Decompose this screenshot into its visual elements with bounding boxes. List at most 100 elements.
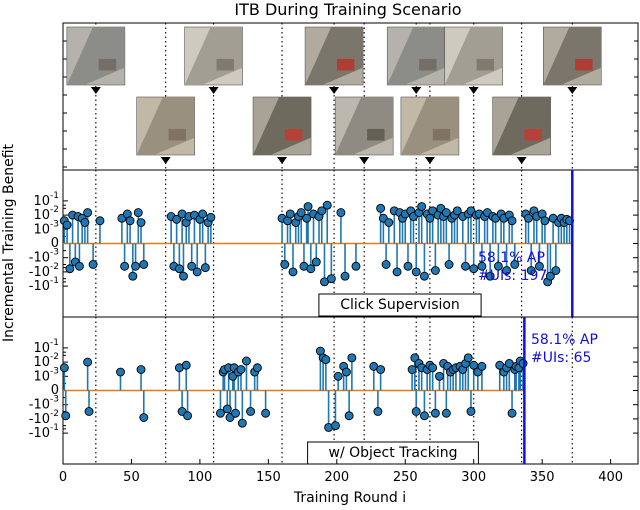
data-point — [452, 206, 462, 216]
thumbnail-pointer — [468, 87, 479, 94]
panel-name-label: Click Supervision — [340, 297, 460, 313]
data-point — [317, 206, 327, 216]
y-tick-label: -10-2 — [29, 261, 59, 279]
x-tick-label: 150 — [256, 470, 281, 485]
data-point — [288, 267, 298, 277]
y-tick-label: -10-3 — [29, 394, 59, 412]
thumbnail-strip — [66, 26, 602, 164]
data-point — [351, 261, 361, 271]
data-point — [131, 261, 141, 271]
photo-object — [524, 128, 542, 141]
data-point — [441, 408, 451, 418]
data-point — [407, 365, 417, 374]
aerial-road-photo — [184, 26, 243, 94]
x-tick-label: 200 — [324, 470, 349, 485]
x-axis: 0 50 100 150 200 250 300 350 400 — [59, 459, 623, 485]
data-point — [526, 266, 536, 275]
data-point — [403, 261, 413, 271]
data-point — [125, 216, 135, 226]
data-point — [88, 260, 98, 269]
data-point — [441, 208, 451, 218]
data-point — [280, 260, 290, 269]
data-point — [261, 408, 271, 418]
photo-object — [98, 58, 117, 71]
data-point — [95, 216, 105, 226]
photo-object — [432, 128, 451, 141]
y-tick-label: 10-2 — [33, 352, 59, 370]
data-point — [215, 408, 225, 418]
thumbnail-pointer — [277, 157, 288, 164]
data-point — [237, 418, 247, 428]
data-point — [411, 407, 421, 416]
aerial-field-photo — [386, 26, 446, 94]
thumbnail-pointer — [359, 157, 370, 164]
y-tick-label: 10-3 — [33, 366, 59, 384]
data-point — [428, 363, 438, 373]
data-point — [179, 271, 188, 281]
thumbnail-pointer — [424, 157, 435, 164]
data-point — [231, 408, 240, 418]
data-point — [116, 367, 125, 377]
data-point — [510, 260, 520, 269]
data-point — [493, 261, 503, 271]
aerial-field-photo — [542, 26, 602, 94]
y-tick-label: 0 — [51, 236, 59, 251]
photo-object — [367, 128, 385, 141]
y-tick-label: -10-3 — [29, 247, 59, 265]
panel-name-box — [318, 293, 482, 317]
data-point — [507, 216, 517, 226]
data-point — [181, 360, 191, 370]
data-point — [62, 220, 72, 230]
data-point — [347, 353, 357, 363]
data-point — [384, 218, 394, 227]
end-ap-label: 58.1% AP — [531, 332, 598, 348]
y-tick-label: 10-1 — [33, 190, 59, 208]
data-point — [242, 356, 251, 366]
aerial-road-photo — [66, 26, 126, 94]
thumbnail-pointer — [90, 87, 101, 94]
data-point — [341, 367, 351, 377]
data-point — [65, 264, 75, 274]
data-point — [376, 365, 386, 374]
data-point — [411, 267, 421, 277]
data-point — [306, 264, 316, 274]
data-point — [545, 271, 555, 281]
data-point — [174, 264, 184, 274]
x-tick-label: 0 — [59, 470, 67, 485]
aerial-road-photo — [400, 96, 460, 164]
data-point — [192, 267, 202, 277]
data-point — [302, 213, 312, 223]
click-supervision-plot: 10-110-210-30-10-3-10-2-10-1 58.1% AP #UIs… — [29, 170, 638, 317]
data-point — [540, 216, 550, 226]
data-point — [136, 218, 146, 227]
data-point — [84, 407, 94, 416]
data-point — [430, 408, 440, 418]
data-point — [417, 202, 427, 212]
thumbnail-pointer — [567, 87, 578, 94]
data-point — [59, 363, 69, 373]
data-point — [376, 203, 386, 213]
data-point — [120, 261, 130, 271]
x-tick-label: 100 — [187, 470, 212, 485]
data-point — [326, 274, 336, 284]
data-point — [344, 411, 354, 421]
data-point — [477, 361, 487, 371]
data-point — [296, 208, 306, 218]
data-point — [425, 213, 435, 223]
data-point — [74, 261, 84, 271]
data-point — [198, 209, 208, 219]
x-tick-label: 50 — [123, 470, 140, 485]
data-point — [252, 363, 262, 373]
data-point — [336, 208, 346, 218]
data-point — [469, 264, 479, 274]
thumbnail-pointer — [516, 157, 527, 164]
data-point — [172, 214, 182, 224]
x-tick-label: 250 — [393, 470, 418, 485]
end-ap-label: 58.1% AP — [478, 250, 545, 266]
data-point — [303, 202, 313, 212]
aerial-car-photo — [252, 96, 312, 164]
data-point — [518, 359, 528, 368]
y-tick-label: 0 — [51, 383, 59, 398]
data-point — [200, 263, 210, 273]
